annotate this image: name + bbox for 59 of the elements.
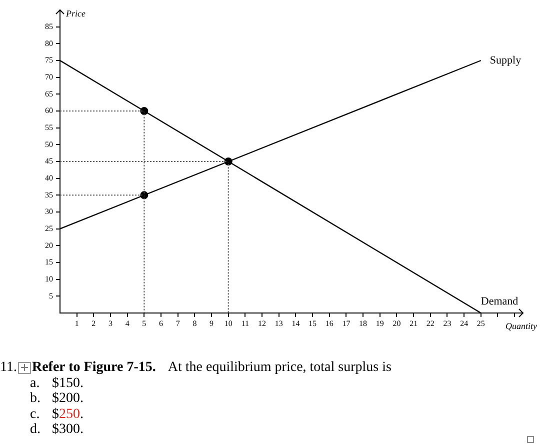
x-tick-label: 17 [342, 318, 350, 328]
x-axis-title: Quantity [506, 320, 537, 331]
series-label: Demand [480, 295, 519, 308]
text: b. [30, 391, 42, 406]
y-tick-label: 60 [45, 106, 53, 116]
text: Refer to Figure 7-15. [32, 360, 156, 375]
y-tick-label: 40 [45, 173, 53, 182]
text: $200. [52, 391, 84, 406]
y-tick-label: 25 [45, 224, 53, 233]
text: c. [30, 406, 41, 422]
text: d. [30, 422, 42, 438]
text: a. [30, 376, 41, 391]
y-tick-label: 45 [45, 156, 53, 166]
x-tick-label: 6 [159, 318, 164, 328]
text: $ [52, 406, 59, 422]
x-tick-label: 16 [325, 318, 334, 328]
y-tick-label: 85 [45, 22, 53, 31]
text: $150. [52, 376, 84, 390]
y-axis-title: Price [65, 8, 86, 18]
x-tick-label: 11 [241, 318, 250, 328]
x-tick-label: 24 [460, 318, 468, 328]
y-tick-label: 55 [45, 122, 53, 132]
y-tick-label: 10 [45, 274, 53, 284]
text: . [80, 406, 84, 422]
series-label: Supply [490, 54, 522, 66]
x-tick-label: 12 [258, 318, 266, 328]
x-tick-label: 5 [142, 318, 146, 328]
y-tick-label: 80 [45, 38, 53, 48]
x-tick-label: 4 [125, 318, 130, 328]
x-tick-label: 10 [224, 318, 232, 328]
x-tick-label: 15 [308, 318, 317, 328]
text: At the equilibrium price, total surplus is [168, 360, 392, 375]
x-tick-label: 3 [108, 318, 113, 328]
x-tick-label: 18 [359, 318, 368, 328]
x-tick-label: 8 [192, 318, 197, 328]
x-tick-label: 14 [292, 318, 300, 328]
x-tick-label: 21 [410, 318, 418, 328]
y-tick-label: 75 [45, 56, 53, 65]
y-tick-label: 70 [45, 72, 53, 82]
x-tick-label: 20 [392, 318, 401, 328]
text: 250 [59, 406, 80, 422]
x-tick-label: 25 [476, 318, 485, 328]
x-tick-label: 22 [426, 318, 434, 328]
x-tick-label: 19 [376, 318, 384, 328]
x-tick-label: 7 [176, 318, 180, 328]
y-tick-label: 15 [45, 258, 53, 267]
y-tick-label: 35 [45, 190, 53, 200]
y-tick-label: 50 [45, 140, 53, 149]
text: 11. [0, 360, 17, 375]
x-tick-label: 9 [210, 318, 214, 328]
x-tick-label: 1 [74, 318, 79, 328]
text: $300. [52, 422, 84, 437]
y-tick-label: 65 [45, 89, 53, 98]
y-tick-label: 20 [45, 240, 53, 250]
y-tick-label: 30 [45, 207, 53, 216]
x-tick-label: 13 [274, 318, 283, 328]
y-tick-label: 5 [49, 291, 53, 300]
x-tick-label: 2 [92, 318, 96, 328]
x-tick-label: 23 [443, 318, 452, 328]
